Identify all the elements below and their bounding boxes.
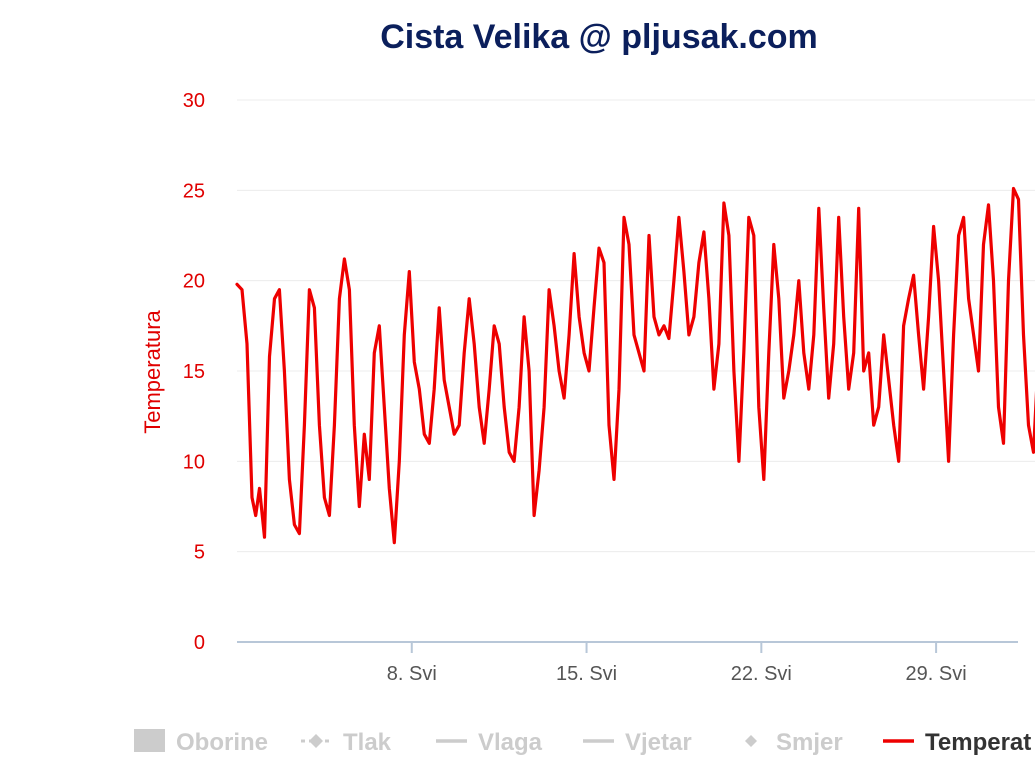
legend-label: Temperat <box>925 729 1031 756</box>
legend-item-temperat[interactable]: Temperat <box>883 729 1031 756</box>
y-axis-label: Temperatura <box>140 309 165 433</box>
legend-symbol-box <box>134 729 165 752</box>
y-tick-label: 10 <box>183 451 205 473</box>
legend-label: Vjetar <box>625 729 692 756</box>
series-layer <box>235 186 1035 545</box>
x-tick-label: 8. Svi <box>387 663 437 685</box>
x-axis: 8. Svi 15. Svi 22. Svi 29. Svi <box>237 641 1018 685</box>
series-line-temperatura[interactable] <box>235 186 1035 545</box>
legend-item-oborine[interactable]: Oborine <box>134 729 268 756</box>
legend-label: Smjer <box>776 729 843 756</box>
y-tick-label: 5 <box>194 542 205 564</box>
legend-label: Tlak <box>343 729 392 756</box>
y-axis: 0 5 10 15 20 25 30 <box>183 90 205 654</box>
legend-symbol-diamond <box>309 734 323 748</box>
legend-item-smjer[interactable]: Smjer <box>745 729 843 756</box>
x-tick-label: 29. Svi <box>906 663 967 685</box>
legend-item-vlaga[interactable]: Vlaga <box>436 729 543 756</box>
chart-title: Cista Velika @ pljusak.com <box>380 18 818 56</box>
x-tick-label: 22. Svi <box>731 663 792 685</box>
x-tick-label: 15. Svi <box>556 663 617 685</box>
y-tick-label: 25 <box>183 180 205 202</box>
legend-item-tlak[interactable]: Tlak <box>301 729 392 756</box>
legend: Oborine Tlak Vlaga Vjetar Smjer Temperat <box>134 729 1031 756</box>
legend-item-vjetar[interactable]: Vjetar <box>583 729 692 756</box>
legend-label: Vlaga <box>478 729 543 756</box>
y-tick-label: 20 <box>183 271 205 293</box>
y-tick-label: 0 <box>194 632 205 654</box>
y-tick-label: 30 <box>183 90 205 112</box>
legend-symbol-diamond <box>745 735 757 747</box>
legend-label: Oborine <box>176 729 268 756</box>
y-tick-label: 15 <box>183 361 205 383</box>
